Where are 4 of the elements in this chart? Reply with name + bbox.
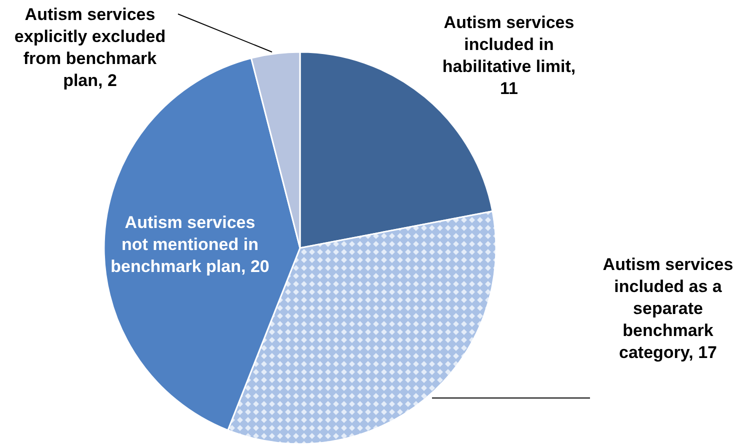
slice-label: Autism services explicitly excluded from benchmark plan, 2 <box>14 5 166 90</box>
slice-label: Autism services included in habilitative limit, 11 <box>442 13 576 98</box>
slice-label: Autism services included as a separate benchmark category, 17 <box>602 255 734 362</box>
slice-label: Autism services not mentioned in benchmark plan, 20 <box>110 213 270 276</box>
